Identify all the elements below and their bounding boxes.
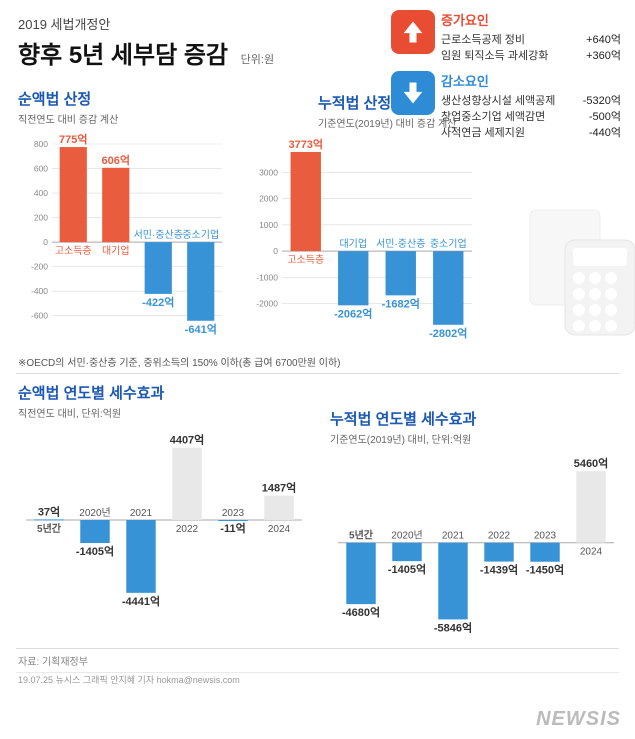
chart2-block: 3000 2000 1000 0 -1000 -2000 3773억고소득층 -2062억 대기…: [248, 128, 478, 348]
chart4-sub: 기준연도(2019년) 대비, 단위:억원: [330, 431, 620, 446]
svg-text:2024: 2024: [580, 547, 603, 558]
svg-text:-4441억: -4441억: [122, 595, 160, 608]
chart4-svg: -4680억 5년간 -1405억 2020년 -5846억 2021 -1439억 2022…: [330, 446, 620, 646]
svg-text:-2802억: -2802억: [429, 327, 467, 340]
svg-text:1000: 1000: [259, 220, 278, 230]
svg-text:-1405억: -1405억: [388, 563, 426, 576]
svg-text:-400: -400: [31, 286, 48, 296]
svg-text:2023: 2023: [222, 508, 245, 519]
unit-label: 단위:원: [241, 54, 274, 66]
svg-text:3000: 3000: [259, 167, 278, 177]
svg-text:606억: 606억: [102, 154, 130, 167]
svg-text:-1439억: -1439억: [480, 564, 518, 577]
chart1-block: 순액법 산정 직전연도 대비 증감 계산 800 600 400 200 0 -200 -4…: [18, 88, 228, 348]
chart4-title: 누적법 연도별 세수효과: [330, 408, 620, 429]
svg-text:4407억: 4407억: [170, 434, 205, 447]
svg-text:5460억: 5460억: [574, 457, 609, 470]
svg-text:-11억: -11억: [220, 522, 245, 535]
chart2-svg: 3000 2000 1000 0 -1000 -2000 3773억고소득층 -2062억 대기…: [248, 128, 478, 348]
svg-text:-1450억: -1450억: [526, 564, 564, 577]
chart2-sub: 기준연도(2019년) 대비 증감 계산: [318, 115, 478, 130]
chart3-block: 순액법 연도별 세수효과 직전연도 대비, 단위:억원 37억 5년간 -1405억…: [18, 382, 308, 646]
svg-text:-4680억: -4680억: [342, 606, 380, 619]
title-text: 향후 5년 세부담 증감: [18, 42, 228, 69]
increase-label: 증가요인: [441, 10, 489, 29]
svg-text:서민·중산층: 서민·중산층: [376, 238, 425, 250]
svg-text:600: 600: [34, 164, 48, 174]
svg-text:-200: -200: [31, 262, 48, 272]
up-arrow-icon: [391, 10, 435, 54]
svg-text:2023: 2023: [534, 531, 557, 542]
svg-text:775억: 775억: [59, 133, 87, 146]
svg-text:대기업: 대기업: [339, 237, 367, 250]
decrease-label: 감소요인: [441, 71, 489, 90]
svg-text:-1682억: -1682억: [382, 297, 420, 310]
chart4-block: 누적법 연도별 세수효과 기준연도(2019년) 대비, 단위:억원 -4680…: [330, 408, 620, 646]
svg-text:0: 0: [273, 246, 278, 256]
factor-line: 임원 퇴직소득 과세강화+360억: [441, 47, 621, 63]
chart3-sub: 직전연도 대비, 단위:억원: [18, 405, 308, 420]
svg-text:0: 0: [43, 237, 48, 247]
svg-text:2022: 2022: [488, 531, 511, 542]
svg-text:-600: -600: [31, 311, 48, 321]
svg-text:2022: 2022: [176, 524, 199, 535]
chart1-svg: 800 600 400 200 0 -200 -400 -600 775억고소득층 606억대기업…: [18, 126, 228, 346]
svg-text:-422억: -422억: [142, 296, 174, 309]
svg-text:200: 200: [34, 213, 48, 223]
factor-line: 근로소득공제 정비+640억: [441, 31, 621, 47]
svg-text:1487억: 1487억: [262, 482, 297, 495]
svg-text:2021: 2021: [442, 531, 465, 542]
svg-text:대기업: 대기업: [102, 244, 130, 257]
chart1-title: 순액법 산정: [18, 88, 228, 109]
calculator-deco-icon: [525, 200, 635, 345]
svg-text:400: 400: [34, 188, 48, 198]
chart3-title: 순액법 연도별 세수효과: [18, 382, 308, 403]
svg-text:2024: 2024: [268, 524, 291, 535]
svg-text:2020년: 2020년: [79, 507, 110, 519]
svg-text:-5846억: -5846억: [434, 621, 472, 634]
svg-text:2021: 2021: [130, 508, 153, 519]
chart2-title: 누적법 산정: [318, 92, 478, 113]
svg-text:2000: 2000: [259, 194, 278, 204]
chart1-sub: 직전연도 대비 증감 계산: [18, 111, 228, 126]
source: 자료: 기획재정부: [0, 649, 635, 672]
watermark: NEWSIS: [536, 708, 621, 731]
svg-text:-2000: -2000: [256, 299, 278, 309]
svg-text:2020년: 2020년: [391, 530, 422, 542]
svg-text:고소득층: 고소득층: [55, 245, 92, 257]
chart3-svg: 37억 5년간 -1405억 2020년 -4441억 2021 4407억 2022 -11억…: [18, 420, 308, 620]
footnote: ※OECD의 서민·중산층 기준, 중위소득의 150% 이하(총 급여 670…: [0, 348, 635, 369]
svg-text:5년간: 5년간: [37, 522, 62, 535]
svg-text:고소득층: 고소득층: [287, 254, 324, 266]
svg-text:-2062억: -2062억: [334, 307, 372, 320]
svg-text:-641억: -641억: [185, 323, 217, 336]
svg-text:-1405억: -1405억: [76, 545, 114, 558]
svg-text:5년간: 5년간: [349, 529, 374, 542]
svg-text:800: 800: [34, 139, 48, 149]
svg-text:중소기업: 중소기업: [430, 237, 467, 250]
svg-text:중소기업: 중소기업: [182, 228, 219, 241]
svg-text:37억: 37억: [38, 505, 60, 518]
svg-text:서민·중산층: 서민·중산층: [134, 229, 183, 241]
credit: 19.07.25 뉴시스 그래픽 안지혜 기자 hokma@newsis.com: [0, 673, 635, 692]
svg-text:3773억: 3773억: [288, 138, 323, 151]
svg-text:-1000: -1000: [256, 272, 278, 282]
